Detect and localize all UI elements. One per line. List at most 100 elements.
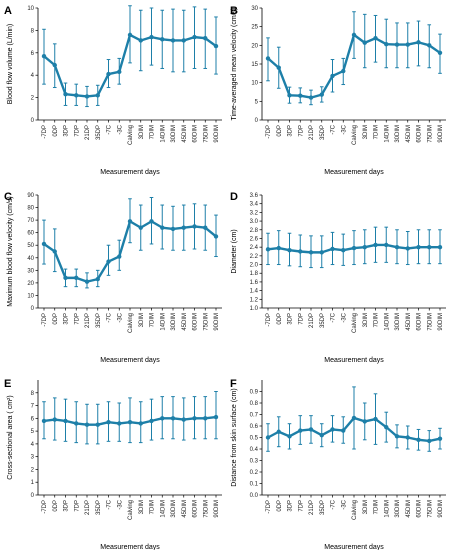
data-point	[265, 435, 271, 440]
data-point	[276, 429, 281, 434]
y-axis-title: Distance from skin surface (cm)	[231, 388, 238, 486]
y-tick-label: 5	[31, 429, 35, 435]
x-tick-label: -7C	[107, 499, 113, 509]
data-point	[416, 437, 421, 442]
data-point	[117, 69, 122, 75]
panel-e: E 0 1 2 3 4 5 6 7 8 -7DP 0DP 3DP 7DP 21DP 35DP -7C -3C Cal…	[4, 378, 222, 550]
x-tick-label: 3DP	[288, 500, 294, 512]
data-point	[384, 242, 389, 248]
y-tick-label: 2.4	[250, 245, 259, 251]
x-tick-label: 3DP	[288, 313, 294, 325]
data-point	[298, 93, 303, 98]
data-point	[95, 422, 100, 427]
y-tick-label: 2.2	[250, 254, 259, 260]
x-tick-label: 45DIM	[182, 500, 188, 518]
data-point	[373, 242, 378, 248]
y-tick-label: 0.6	[250, 424, 259, 430]
y-axis-title: Cross-sectional area ( cm²)	[7, 395, 14, 479]
x-tick-label: 90DIM	[438, 500, 444, 518]
data-point	[330, 73, 335, 79]
data-point	[213, 414, 219, 420]
y-tick-label: 10	[27, 293, 34, 299]
x-tick-label: 7DIM	[374, 125, 380, 139]
x-tick-label: 35DP	[96, 313, 102, 328]
y-tick-label: 4	[31, 73, 35, 79]
panel-letter: B	[230, 5, 238, 17]
data-point	[373, 36, 378, 41]
x-tick-label: 30DIM	[171, 125, 177, 143]
data-point	[265, 247, 271, 252]
data-point	[427, 43, 432, 48]
x-tick-label: 30DIM	[395, 500, 401, 518]
data-point	[181, 38, 186, 43]
x-tick-label: 30DIM	[171, 500, 177, 518]
x-tick-label: 3DP	[64, 125, 70, 137]
panel-letter: A	[4, 5, 12, 17]
y-tick-label: 20	[251, 43, 258, 49]
y-axis-title: Diameter (cm)	[231, 229, 238, 273]
x-tick-label: Calving	[128, 500, 134, 520]
data-point	[106, 259, 111, 264]
x-tick-label: 3DIM	[139, 125, 145, 139]
data-point	[437, 50, 443, 55]
y-tick-label: 10	[27, 6, 34, 12]
x-tick-label: 35DP	[320, 125, 326, 140]
y-tick-label: 0	[31, 306, 35, 312]
data-point	[330, 427, 335, 432]
x-tick-label: -7C	[107, 124, 113, 134]
data-point	[149, 418, 154, 424]
data-point	[405, 246, 410, 251]
y-tick-label: 0	[31, 493, 35, 499]
data-point	[351, 245, 357, 251]
data-point	[308, 95, 314, 100]
data-point	[203, 225, 208, 230]
data-point	[394, 42, 400, 47]
x-tick-label: 30DIM	[171, 313, 177, 331]
x-tick-label: -7C	[331, 312, 337, 322]
panel-letter: E	[4, 378, 11, 390]
data-point	[52, 62, 57, 68]
x-tick-label: 14DIM	[384, 313, 390, 331]
y-tick-label: 70	[27, 218, 34, 224]
x-tick-label: -3C	[117, 124, 123, 134]
data-point	[416, 244, 421, 250]
y-tick-label: 80	[27, 206, 34, 212]
x-tick-label: -7DP	[266, 125, 272, 139]
y-tick-label: 1.2	[250, 297, 259, 303]
x-tick-label: 7DIM	[150, 125, 156, 139]
x-tick-label: -3C	[341, 499, 347, 509]
x-axis-title: Measurement days	[324, 169, 384, 176]
x-tick-label: -7DP	[42, 125, 48, 139]
data-point	[437, 436, 443, 441]
data-point	[384, 424, 389, 430]
y-axis-title: Time-averaged mean velocity (cm/s)	[231, 8, 238, 121]
data-point	[170, 226, 176, 232]
x-tick-label: 60DIM	[193, 125, 199, 143]
x-tick-label: Calving	[352, 500, 358, 520]
data-point	[41, 53, 47, 59]
data-point	[351, 32, 357, 38]
data-point	[95, 93, 100, 98]
data-point	[298, 428, 303, 433]
x-tick-label: 60DIM	[417, 125, 423, 143]
data-point	[41, 418, 47, 424]
x-tick-label: -7C	[331, 124, 337, 134]
data-point	[192, 224, 197, 229]
panel-letter: F	[230, 378, 237, 390]
data-point	[52, 249, 57, 254]
data-point	[362, 40, 367, 45]
data-point	[427, 244, 432, 250]
y-tick-label: 40	[27, 256, 34, 262]
y-tick-label: 8	[31, 28, 35, 34]
data-point	[149, 34, 154, 40]
x-tick-label: 0DP	[53, 125, 59, 137]
x-tick-label: 7DP	[74, 125, 80, 137]
y-tick-label: 0.8	[250, 401, 259, 407]
y-tick-label: 0.4	[250, 447, 259, 453]
x-tick-label: 0DP	[277, 500, 283, 512]
x-tick-label: 35DP	[320, 313, 326, 328]
x-tick-label: 14DIM	[160, 125, 166, 143]
y-tick-label: 0.9	[250, 390, 259, 396]
x-tick-label: 0DP	[53, 313, 59, 325]
